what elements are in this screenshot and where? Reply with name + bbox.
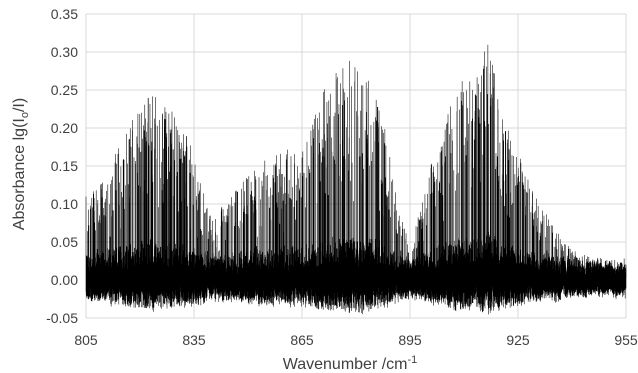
y-tick-labels: -0.05 0.00 0.05 0.10 0.15 0.20 0.25 0.30 0.35 xyxy=(46,6,78,326)
x-tick-label: 835 xyxy=(182,332,206,348)
spectrum-trace xyxy=(85,44,627,315)
y-tick-label: 0.10 xyxy=(51,196,78,212)
x-tick-label: 805 xyxy=(74,332,98,348)
y-tick-label: -0.05 xyxy=(46,310,78,326)
x-tick-label: 925 xyxy=(506,332,530,348)
x-tick-label: 865 xyxy=(290,332,314,348)
y-tick-label: 0.00 xyxy=(51,272,78,288)
y-tick-label: 0.05 xyxy=(51,234,78,250)
x-tick-label: 955 xyxy=(614,332,638,348)
y-axis-title: Absorbance lg(Io/I) xyxy=(11,98,31,230)
y-tick-label: 0.30 xyxy=(51,44,78,60)
y-tick-label: 0.15 xyxy=(51,158,78,174)
y-tick-label: 0.35 xyxy=(51,6,78,22)
x-tick-labels: 805 835 865 895 925 955 xyxy=(74,332,638,348)
y-tick-label: 0.20 xyxy=(51,120,78,136)
y-tick-label: 0.25 xyxy=(51,82,78,98)
x-axis-title: Wavenumber /cm-1 xyxy=(283,354,418,373)
spectrum-line xyxy=(85,44,627,315)
x-tick-label: 895 xyxy=(398,332,422,348)
